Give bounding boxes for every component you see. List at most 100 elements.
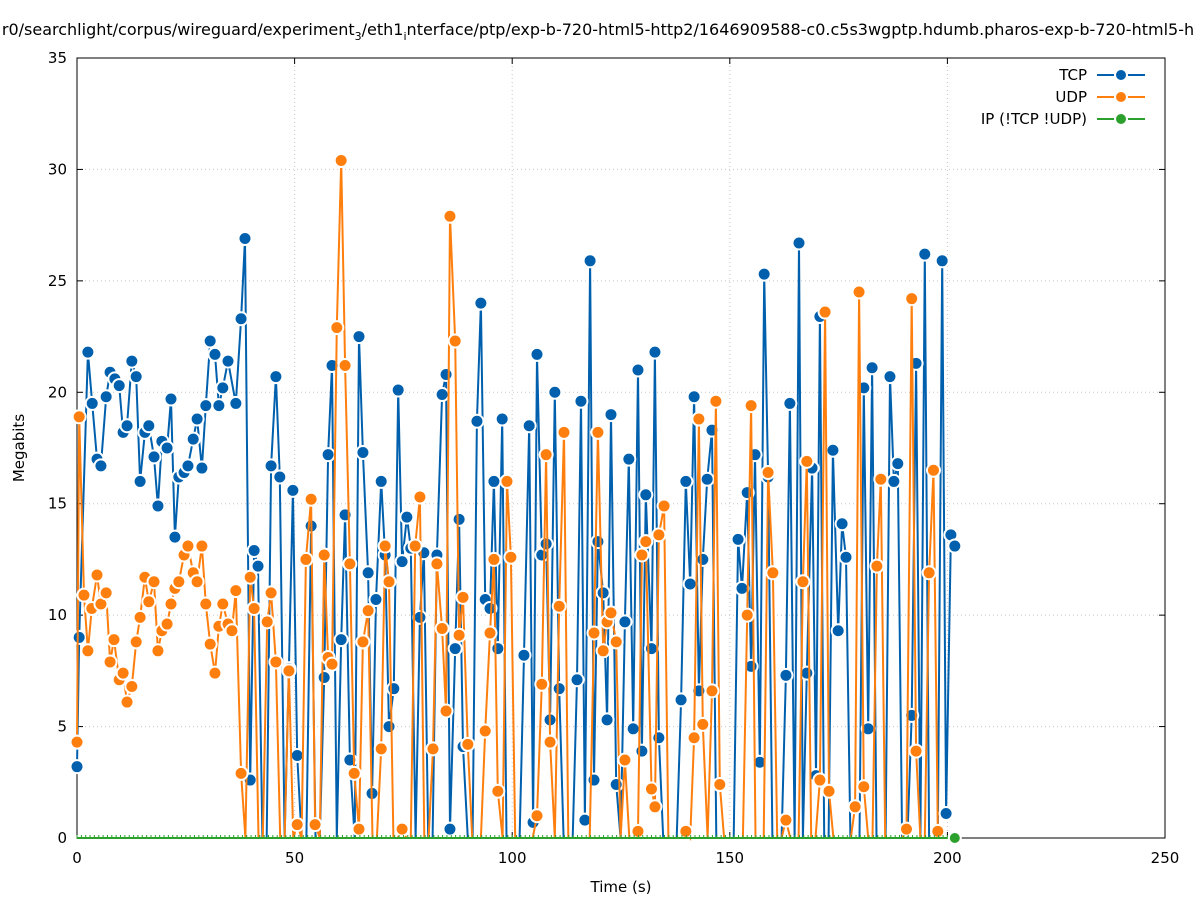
data-point xyxy=(307,817,323,833)
data-point xyxy=(851,284,867,300)
data-point xyxy=(486,551,502,567)
data-point xyxy=(556,424,572,440)
data-point xyxy=(451,511,467,527)
data-point xyxy=(360,565,376,581)
legend-label: TCP xyxy=(1058,66,1087,84)
data-point xyxy=(355,634,371,650)
data-point xyxy=(673,692,689,708)
data-point xyxy=(224,623,240,639)
data-point xyxy=(595,585,611,601)
data-point xyxy=(71,409,87,425)
data-point xyxy=(438,703,454,719)
data-point xyxy=(298,551,314,567)
x-tick-label: 250 xyxy=(1151,849,1180,867)
data-point xyxy=(925,462,941,478)
data-point xyxy=(337,358,353,374)
data-point xyxy=(447,641,463,657)
data-point xyxy=(381,719,397,735)
data-point xyxy=(647,344,663,360)
title-part: /eth1 xyxy=(362,20,404,39)
series-layer xyxy=(69,153,963,845)
data-point xyxy=(289,748,305,764)
data-point xyxy=(377,538,393,554)
data-point xyxy=(873,471,889,487)
data-point xyxy=(128,369,144,385)
data-point xyxy=(198,596,214,612)
data-point xyxy=(547,384,563,400)
data-point xyxy=(473,295,489,311)
data-point xyxy=(934,253,950,269)
legend-label: IP (!TCP !UDP) xyxy=(981,110,1087,128)
y-tick-label: 5 xyxy=(57,718,67,736)
data-point xyxy=(869,558,885,574)
data-point xyxy=(778,667,794,683)
data-point xyxy=(71,629,87,645)
data-point xyxy=(150,643,166,659)
data-point xyxy=(228,583,244,599)
data-point xyxy=(460,736,476,752)
data-point xyxy=(412,489,428,505)
data-point xyxy=(795,574,811,590)
data-point xyxy=(516,647,532,663)
data-point xyxy=(647,799,663,815)
data-point xyxy=(529,346,545,362)
y-tick-label: 10 xyxy=(48,606,67,624)
data-point xyxy=(521,418,537,434)
data-point xyxy=(630,362,646,378)
data-point xyxy=(316,670,332,686)
data-point xyxy=(434,387,450,403)
data-point xyxy=(289,817,305,833)
data-point xyxy=(765,565,781,581)
data-point xyxy=(634,547,650,563)
data-point xyxy=(686,389,702,405)
series-tcp xyxy=(69,231,963,839)
data-point xyxy=(921,565,937,581)
data-point xyxy=(447,333,463,349)
data-point xyxy=(272,469,288,485)
data-point xyxy=(268,369,284,385)
data-point xyxy=(712,777,728,793)
data-point xyxy=(938,805,954,821)
data-point xyxy=(908,743,924,759)
data-point xyxy=(394,821,410,837)
y-tick-label: 25 xyxy=(48,272,67,290)
data-point xyxy=(886,473,902,489)
data-point xyxy=(582,253,598,269)
data-point xyxy=(128,634,144,650)
data-point xyxy=(250,558,266,574)
chart-title: r0/searchlight/corpus/wireguard/experime… xyxy=(2,20,1194,43)
data-point xyxy=(399,509,415,525)
data-point xyxy=(303,491,319,507)
data-point xyxy=(947,831,962,845)
data-point xyxy=(93,458,109,474)
data-point xyxy=(656,498,672,514)
data-point xyxy=(830,623,846,639)
data-point xyxy=(425,741,441,757)
data-point xyxy=(159,440,175,456)
data-point xyxy=(141,418,157,434)
data-point xyxy=(333,153,349,169)
data-point xyxy=(76,587,92,603)
data-point xyxy=(682,576,698,592)
data-point xyxy=(189,411,205,427)
data-point xyxy=(704,683,720,699)
data-point xyxy=(202,333,218,349)
data-point xyxy=(163,391,179,407)
data-point xyxy=(947,538,963,554)
y-tick-label: 0 xyxy=(57,829,67,847)
data-point xyxy=(69,734,85,750)
x-tick-label: 200 xyxy=(933,849,962,867)
series-line xyxy=(76,160,939,842)
data-point xyxy=(739,607,755,623)
legend-marker xyxy=(1114,90,1128,104)
data-point xyxy=(573,393,589,409)
data-point xyxy=(242,569,258,585)
data-point xyxy=(834,516,850,532)
data-point xyxy=(146,574,162,590)
data-point xyxy=(407,538,423,554)
data-point xyxy=(486,473,502,489)
data-point xyxy=(590,424,606,440)
data-point xyxy=(651,527,667,543)
data-point xyxy=(194,538,210,554)
